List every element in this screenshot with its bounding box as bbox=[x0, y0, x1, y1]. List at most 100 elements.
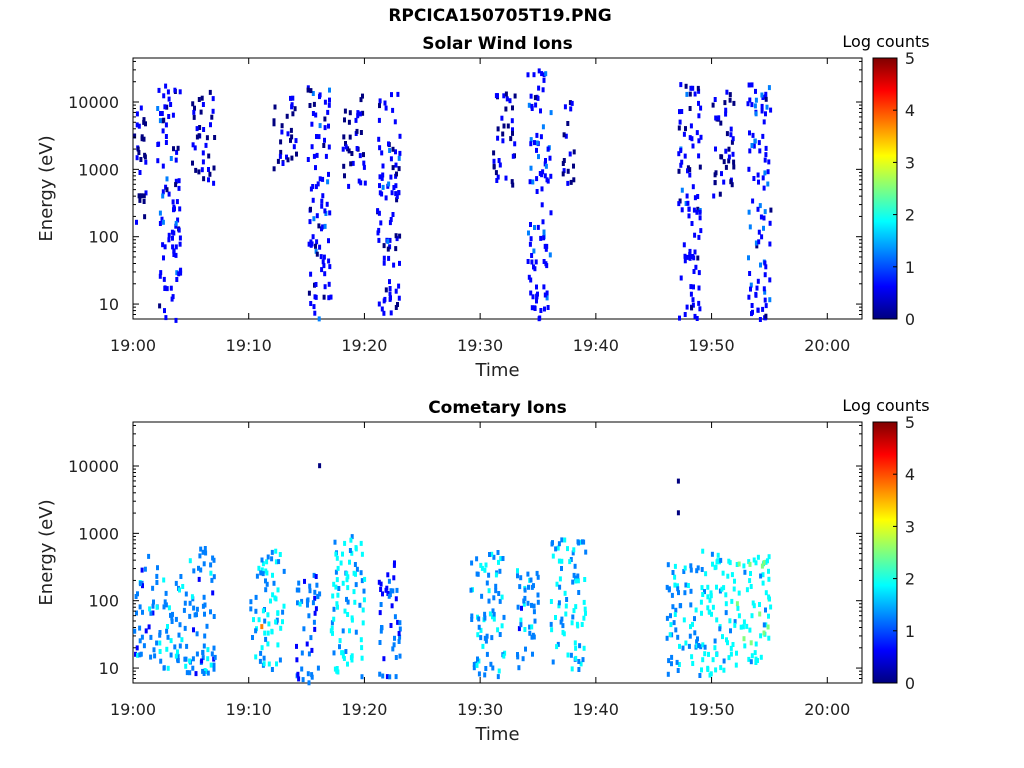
heatmap-cell bbox=[691, 297, 695, 303]
heatmap-cell bbox=[529, 290, 533, 296]
heatmap-cell bbox=[306, 597, 310, 603]
heatmap-cell bbox=[669, 622, 673, 628]
heatmap-cell bbox=[691, 661, 695, 666]
heatmap-cell bbox=[505, 96, 509, 102]
heatmap-cell bbox=[769, 604, 773, 610]
heatmap-cell bbox=[688, 172, 692, 178]
heatmap-cell bbox=[160, 216, 164, 222]
heatmap-cell bbox=[359, 540, 363, 546]
heatmap-cell bbox=[274, 596, 278, 602]
heatmap-cell bbox=[199, 567, 203, 573]
heatmap-cell bbox=[317, 134, 321, 140]
heatmap-cell bbox=[501, 138, 505, 144]
heatmap-cell bbox=[342, 134, 346, 140]
heatmap-cell bbox=[756, 206, 760, 212]
heatmap-cell bbox=[331, 593, 335, 599]
heatmap-cell bbox=[667, 658, 671, 664]
heatmap-cell bbox=[279, 139, 283, 145]
heatmap-cell bbox=[169, 652, 173, 658]
heatmap-cell bbox=[529, 277, 533, 283]
heatmap-cell bbox=[519, 622, 523, 628]
heatmap-cell bbox=[745, 623, 749, 629]
heatmap-cell bbox=[158, 640, 162, 646]
heatmap-cell bbox=[751, 600, 755, 606]
heatmap-cell bbox=[170, 619, 174, 624]
heatmap-cell bbox=[749, 640, 753, 646]
heatmap-cell bbox=[348, 110, 352, 116]
heatmap-cell bbox=[560, 558, 564, 564]
heatmap-cell bbox=[767, 554, 771, 560]
heatmap-cell bbox=[530, 259, 534, 265]
heatmap-cell bbox=[699, 134, 703, 140]
heatmap-cell bbox=[733, 578, 736, 584]
heatmap-cell bbox=[210, 114, 214, 120]
heatmap-cell bbox=[390, 92, 393, 98]
heatmap-cell bbox=[498, 598, 502, 604]
heatmap-cell bbox=[376, 208, 380, 214]
heatmap-cell bbox=[323, 284, 327, 290]
heatmap-cell bbox=[197, 576, 201, 582]
x-tick-label: 19:00 bbox=[110, 700, 156, 719]
heatmap-cell bbox=[758, 148, 762, 154]
heatmap-cell bbox=[312, 153, 316, 159]
heatmap-cell bbox=[343, 173, 346, 179]
heatmap-cell bbox=[582, 539, 586, 545]
heatmap-cell bbox=[207, 177, 210, 183]
heatmap-cell bbox=[173, 87, 177, 93]
heatmap-cell bbox=[497, 158, 501, 163]
heatmap-cell bbox=[180, 637, 184, 643]
heatmap-cell bbox=[516, 568, 519, 574]
heatmap-cell bbox=[763, 289, 767, 295]
heatmap-cell bbox=[562, 158, 566, 163]
heatmap-cell bbox=[737, 590, 741, 596]
heatmap-cell bbox=[282, 603, 286, 609]
heatmap-cell bbox=[685, 304, 689, 310]
heatmap-cell bbox=[695, 130, 699, 136]
x-tick-label: 19:10 bbox=[226, 336, 272, 355]
heatmap-point bbox=[318, 463, 322, 469]
heatmap-cell bbox=[764, 91, 768, 97]
heatmap-cell bbox=[749, 584, 753, 589]
heatmap-cell bbox=[345, 571, 349, 577]
heatmap-cell bbox=[724, 111, 728, 117]
heatmap-cell bbox=[163, 104, 167, 110]
heatmap-cell bbox=[312, 304, 316, 310]
heatmap-cell bbox=[141, 609, 144, 615]
heatmap-cell bbox=[535, 284, 538, 290]
heatmap-cell bbox=[359, 570, 363, 576]
heatmap-cell bbox=[204, 142, 208, 148]
heatmap-cell bbox=[710, 551, 714, 557]
heatmap-cell bbox=[327, 144, 331, 150]
heatmap-cell bbox=[517, 626, 521, 632]
heatmap-cell bbox=[583, 577, 587, 582]
heatmap-cell bbox=[151, 585, 155, 591]
heatmap-cell bbox=[688, 91, 692, 97]
heatmap-cell bbox=[309, 242, 313, 248]
heatmap-cell bbox=[359, 637, 363, 643]
heatmap-cell bbox=[311, 197, 315, 203]
heatmap-cell bbox=[754, 660, 758, 665]
heatmap-cell bbox=[318, 591, 322, 597]
x-tick-label: 19:50 bbox=[689, 336, 735, 355]
heatmap-cell bbox=[265, 559, 269, 565]
heatmap-cell bbox=[165, 104, 169, 110]
heatmap-cell bbox=[178, 268, 182, 274]
heatmap-cell bbox=[721, 634, 724, 640]
heatmap-cell bbox=[398, 260, 401, 266]
heatmap-cell bbox=[558, 584, 562, 590]
heatmap-cell bbox=[701, 642, 705, 648]
heatmap-cell bbox=[331, 630, 334, 636]
heatmap-cell bbox=[470, 560, 474, 566]
heatmap-cell bbox=[763, 157, 767, 163]
heatmap-cell bbox=[732, 100, 736, 106]
heatmap-cell bbox=[729, 179, 733, 185]
heatmap-cell bbox=[546, 305, 550, 310]
heatmap-cell bbox=[172, 248, 176, 254]
heatmap-cell bbox=[761, 175, 765, 181]
heatmap-cell bbox=[207, 167, 210, 172]
heatmap-cell bbox=[164, 134, 168, 139]
heatmap-cell bbox=[391, 165, 395, 171]
heatmap-cell bbox=[254, 654, 258, 660]
heatmap-cell bbox=[134, 651, 137, 657]
